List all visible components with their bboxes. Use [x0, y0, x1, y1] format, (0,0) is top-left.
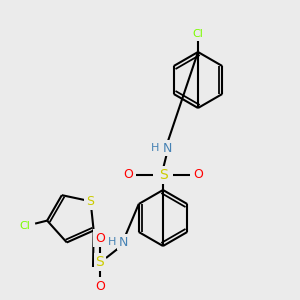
Text: S: S — [96, 255, 104, 269]
Text: O: O — [193, 169, 203, 182]
Text: O: O — [95, 280, 105, 292]
Text: S: S — [159, 168, 167, 182]
Text: N: N — [118, 236, 128, 248]
Text: N: N — [162, 142, 172, 154]
Text: Cl: Cl — [20, 220, 31, 231]
Text: O: O — [95, 232, 105, 244]
Text: Cl: Cl — [193, 29, 203, 39]
Text: H: H — [151, 143, 159, 153]
Text: H: H — [108, 237, 116, 247]
Text: O: O — [123, 169, 133, 182]
Text: S: S — [87, 195, 94, 208]
